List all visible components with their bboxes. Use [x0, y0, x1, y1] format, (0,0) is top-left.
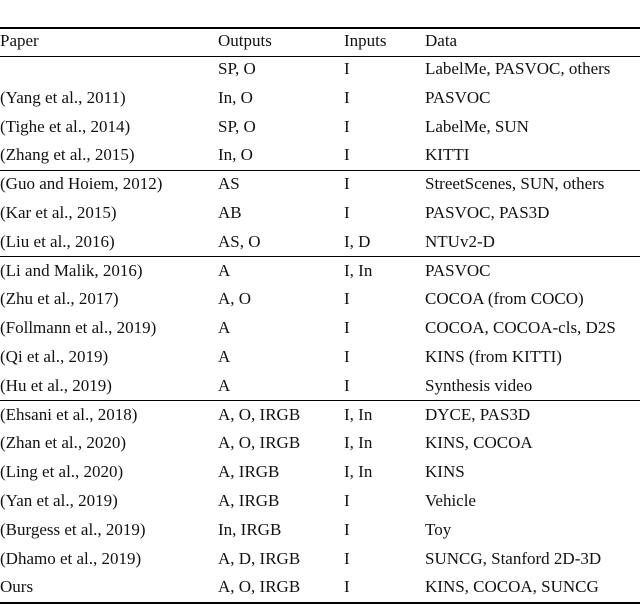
table-cell: I, D [344, 231, 371, 251]
paper-cell: (Guo and Hoiem, 2012) [0, 174, 163, 194]
table-cell: AS, O [218, 231, 261, 251]
table-cell: LabelMe, PASVOC, others [425, 59, 611, 78]
table-cell: I [344, 519, 350, 539]
table-cell: COCOA, COCOA-cls, D2S [425, 318, 616, 338]
table-cell: A [218, 347, 231, 366]
table-cell: In, O [218, 145, 253, 165]
paper-cell: (Kar et al., 2015) [0, 203, 117, 222]
table-cell: A, D, IRGB [218, 548, 301, 568]
table-cell: A, IRGB [218, 491, 280, 510]
table-cell: I [344, 491, 350, 510]
paper-cell: (Qi et al., 2019) [0, 347, 109, 366]
table-cell: SP, O [218, 59, 256, 78]
table-cell: PASVOC [425, 87, 491, 107]
table-cell: I [344, 203, 350, 222]
table-cell: I, In [344, 462, 373, 482]
table-cell: A, O, IRGB [218, 433, 301, 453]
table-cell: PASVOC [425, 260, 491, 280]
paper-cell: (Burgess et al., 2019) [0, 519, 146, 539]
table-cell: A, O, IRGB [218, 404, 301, 424]
table-cell: I, In [344, 260, 373, 280]
table-cell: I [344, 548, 350, 568]
paper-cell: (Liu et al., 2016) [0, 231, 115, 251]
paper-cell: (Dhamo et al., 2019) [0, 548, 142, 568]
table-cell: KINS [425, 462, 465, 482]
table-cell: In, IRGB [218, 519, 282, 539]
table-cell: A [218, 318, 231, 338]
table-cell: PASVOC, PAS3D [425, 203, 550, 222]
table-cell: I [344, 318, 350, 338]
header-cell: Paper [0, 31, 39, 50]
table-cell: I, In [344, 433, 373, 453]
table-cell: NTUv2-D [425, 231, 495, 251]
paper-cell: (Zhan et al., 2020) [0, 433, 127, 453]
group-rule [0, 256, 640, 258]
table-cell: I [344, 116, 350, 136]
table-cell: SUNCG, Stanford 2D-3D [425, 548, 602, 568]
table-cell: AS [218, 174, 240, 194]
paper-cell: (Li and Malik, 2016) [0, 260, 143, 280]
table-cell: KINS, COCOA [425, 433, 533, 453]
table-cell: I [344, 577, 350, 597]
table-cell: Vehicle [425, 491, 476, 510]
top-rule [0, 27, 640, 29]
table-cell: Toy [425, 519, 452, 539]
paper-cell: (Follmann et al., 2019) [0, 318, 157, 338]
table-cell: I [344, 59, 350, 78]
paper-cell: (Ehsani et al., 2018) [0, 404, 138, 424]
table-cell: I [344, 174, 350, 194]
table-cell: I [344, 347, 350, 366]
bottom-rule [0, 601, 640, 604]
paper-cell: (Yan et al., 2019) [0, 491, 118, 510]
table-cell: A [218, 375, 231, 395]
table-cell: A, IRGB [218, 462, 280, 482]
table-cell: StreetScenes, SUN, others [425, 174, 605, 194]
table-cell: KITTI [425, 145, 470, 165]
table-cell: KINS, COCOA, SUNCG [425, 577, 599, 597]
group-rule [0, 400, 640, 402]
paper-cell: Ours [0, 577, 34, 597]
table-cell: I [344, 375, 350, 395]
table-cell: I, In [344, 404, 373, 424]
table-cell: A, O, IRGB [218, 577, 301, 597]
table-cell: COCOA (from COCO) [425, 289, 584, 309]
header-cell: Outputs [218, 31, 272, 50]
table-cell: LabelMe, SUN [425, 116, 529, 136]
paper-cell: (Hu et al., 2019) [0, 375, 112, 395]
table-cell: Synthesis video [425, 375, 533, 395]
table-cell: I [344, 289, 350, 309]
table-cell: AB [218, 203, 242, 222]
table-cell: A [218, 260, 231, 280]
table-cell: SP, O [218, 116, 256, 136]
group-rule [0, 169, 640, 171]
header-rule [0, 56, 640, 57]
paper-cell: (Zhu et al., 2017) [0, 289, 119, 309]
table-cell: I [344, 87, 350, 107]
paper-cell: (Ling et al., 2020) [0, 462, 124, 482]
table-cell: KINS (from KITTI) [425, 347, 562, 366]
paper-cell: (Tighe et al., 2014) [0, 116, 131, 136]
table-cell: In, O [218, 87, 253, 107]
table-cell: I [344, 145, 350, 165]
paper-cell: (Zhang et al., 2015) [0, 145, 135, 165]
table-cell: DYCE, PAS3D [425, 404, 531, 424]
table-cell: A, O [218, 289, 252, 309]
header-cell: Data [425, 31, 458, 50]
paper-cell: (Yang et al., 2011) [0, 87, 126, 107]
header-cell: Inputs [344, 31, 387, 50]
